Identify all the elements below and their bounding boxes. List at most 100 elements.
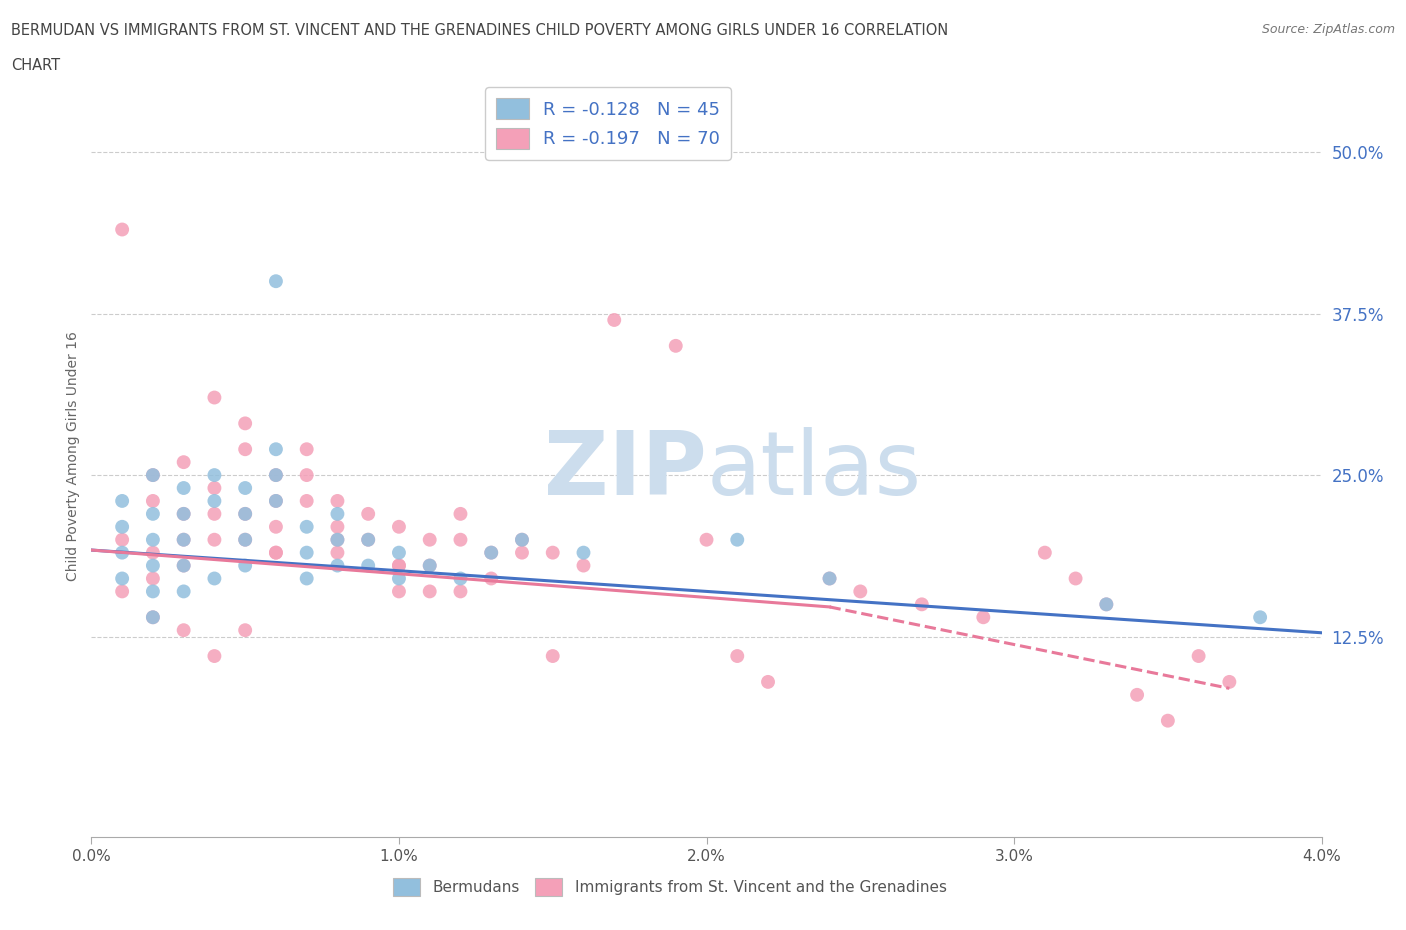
Point <box>326 532 349 547</box>
Point <box>173 558 195 573</box>
Point <box>388 558 411 573</box>
Point <box>449 507 471 522</box>
Point <box>357 558 380 573</box>
Point <box>202 648 225 663</box>
Point <box>911 597 934 612</box>
Point <box>725 648 748 663</box>
Point <box>173 507 195 522</box>
Point <box>202 468 225 483</box>
Point <box>173 584 195 599</box>
Point <box>326 519 349 534</box>
Point <box>202 494 225 509</box>
Point <box>142 610 165 625</box>
Point <box>173 481 195 496</box>
Point <box>111 222 134 237</box>
Point <box>419 584 441 599</box>
Point <box>357 532 380 547</box>
Point <box>173 532 195 547</box>
Point <box>264 519 287 534</box>
Point <box>142 468 165 483</box>
Text: Source: ZipAtlas.com: Source: ZipAtlas.com <box>1261 23 1395 36</box>
Point <box>233 507 256 522</box>
Point <box>264 468 287 483</box>
Point <box>233 481 256 496</box>
Point <box>264 442 287 457</box>
Point <box>1033 545 1056 560</box>
Point <box>264 494 287 509</box>
Point <box>849 584 872 599</box>
Point <box>173 507 195 522</box>
Point <box>111 519 134 534</box>
Point <box>142 584 165 599</box>
Point <box>142 545 165 560</box>
Point <box>142 610 165 625</box>
Point <box>326 494 349 509</box>
Point <box>233 532 256 547</box>
Point <box>388 584 411 599</box>
Point <box>264 494 287 509</box>
Point <box>173 455 195 470</box>
Point <box>111 571 134 586</box>
Point <box>541 648 564 663</box>
Point <box>233 558 256 573</box>
Point <box>202 390 225 405</box>
Point <box>572 558 595 573</box>
Point <box>173 532 195 547</box>
Point <box>173 558 195 573</box>
Point <box>695 532 717 547</box>
Point <box>1095 597 1118 612</box>
Point <box>1126 687 1149 702</box>
Point <box>326 545 349 560</box>
Point <box>388 519 411 534</box>
Point <box>233 442 256 457</box>
Y-axis label: Child Poverty Among Girls Under 16: Child Poverty Among Girls Under 16 <box>66 331 80 580</box>
Point <box>510 532 533 547</box>
Point <box>202 532 225 547</box>
Point <box>449 584 471 599</box>
Point <box>572 545 595 560</box>
Point <box>479 571 502 586</box>
Point <box>1187 648 1209 663</box>
Legend: Bermudans, Immigrants from St. Vincent and the Grenadines: Bermudans, Immigrants from St. Vincent a… <box>387 872 953 902</box>
Point <box>111 545 134 560</box>
Point <box>295 519 318 534</box>
Point <box>233 532 256 547</box>
Point <box>449 532 471 547</box>
Point <box>295 571 318 586</box>
Point <box>479 545 502 560</box>
Point <box>510 545 533 560</box>
Point <box>419 558 441 573</box>
Point <box>510 532 533 547</box>
Point <box>142 558 165 573</box>
Point <box>326 507 349 522</box>
Point <box>818 571 841 586</box>
Point <box>357 532 380 547</box>
Point <box>419 532 441 547</box>
Point <box>202 571 225 586</box>
Text: BERMUDAN VS IMMIGRANTS FROM ST. VINCENT AND THE GRENADINES CHILD POVERTY AMONG G: BERMUDAN VS IMMIGRANTS FROM ST. VINCENT … <box>11 23 949 38</box>
Point <box>111 494 134 509</box>
Point <box>295 468 318 483</box>
Point <box>479 545 502 560</box>
Point <box>233 416 256 431</box>
Point <box>665 339 688 353</box>
Point <box>142 494 165 509</box>
Point <box>233 623 256 638</box>
Point <box>1157 713 1180 728</box>
Point <box>233 507 256 522</box>
Point <box>388 558 411 573</box>
Point <box>142 468 165 483</box>
Point <box>419 558 441 573</box>
Text: atlas: atlas <box>706 428 922 514</box>
Point <box>326 532 349 547</box>
Point <box>295 545 318 560</box>
Point <box>756 674 779 689</box>
Point <box>264 545 287 560</box>
Point <box>326 558 349 573</box>
Point <box>264 468 287 483</box>
Point <box>295 442 318 457</box>
Point <box>388 571 411 586</box>
Point <box>142 571 165 586</box>
Point <box>541 545 564 560</box>
Point <box>357 507 380 522</box>
